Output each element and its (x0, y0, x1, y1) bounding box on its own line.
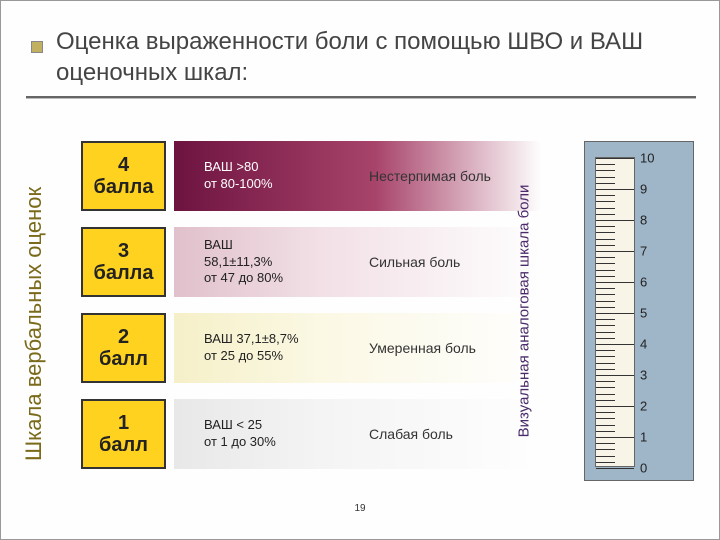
ruler: 012345678910 (595, 157, 635, 467)
pain-description: Сильная боль (369, 254, 460, 270)
pain-description: Нестерпимая боль (369, 168, 491, 184)
pain-scale-rows: 4 балла ВАШ >80 от 80-100% Нестерпимая б… (81, 141, 541, 485)
score-box-1: 1 балл (81, 399, 166, 469)
pain-description: Умеренная боль (369, 340, 476, 356)
ruler-number: 2 (640, 399, 647, 414)
gradient-box: ВАШ 58,1±11,3% от 47 до 80% Сильная боль (174, 227, 541, 297)
ruler-number: 5 (640, 306, 647, 321)
score-box-3: 3 балла (81, 227, 166, 297)
gradient-box: ВАШ >80 от 80-100% Нестерпимая боль (174, 141, 541, 211)
vas-text: ВАШ 37,1±8,7% от 25 до 55% (204, 331, 334, 365)
gradient-box: ВАШ 37,1±8,7% от 25 до 55% Умеренная бол… (174, 313, 541, 383)
vas-text: ВАШ < 25 от 1 до 30% (204, 417, 334, 451)
ruler-number: 6 (640, 275, 647, 290)
score-number: 3 (118, 240, 129, 262)
ruler-number: 4 (640, 337, 647, 352)
vas-text: ВАШ >80 от 80-100% (204, 159, 334, 193)
title-bullet (31, 41, 43, 53)
score-number: 1 (118, 412, 129, 434)
ruler-panel: 012345678910 Визуальная аналоговая шкала… (584, 141, 694, 481)
score-unit: балла (93, 176, 153, 198)
score-number: 4 (118, 154, 129, 176)
gradient-box: ВАШ < 25 от 1 до 30% Слабая боль (174, 399, 541, 469)
ruler-number: 8 (640, 213, 647, 228)
right-axis-label: Визуальная аналоговая шкала боли (516, 146, 533, 476)
table-row: 3 балла ВАШ 58,1±11,3% от 47 до 80% Силь… (81, 227, 541, 297)
ruler-number: 7 (640, 244, 647, 259)
ruler-number: 0 (640, 461, 647, 476)
ruler-number: 9 (640, 182, 647, 197)
score-box-2: 2 балл (81, 313, 166, 383)
left-axis-label: Шкала вербальных оценок (21, 187, 47, 461)
score-box-4: 4 балла (81, 141, 166, 211)
pain-description: Слабая боль (369, 426, 453, 442)
table-row: 1 балл ВАШ < 25 от 1 до 30% Слабая боль (81, 399, 541, 469)
ruler-number: 10 (640, 151, 654, 166)
vas-text: ВАШ 58,1±11,3% от 47 до 80% (204, 237, 334, 288)
title-underline (26, 96, 696, 98)
table-row: 2 балл ВАШ 37,1±8,7% от 25 до 55% Умерен… (81, 313, 541, 383)
score-unit: балл (99, 434, 148, 456)
page-number: 19 (354, 503, 365, 514)
ruler-number: 3 (640, 368, 647, 383)
table-row: 4 балла ВАШ >80 от 80-100% Нестерпимая б… (81, 141, 541, 211)
score-unit: балл (99, 348, 148, 370)
ruler-number: 1 (640, 430, 647, 445)
score-unit: балла (93, 262, 153, 284)
page-title: Оценка выраженности боли с помощью ШВО и… (56, 26, 656, 88)
score-number: 2 (118, 326, 129, 348)
